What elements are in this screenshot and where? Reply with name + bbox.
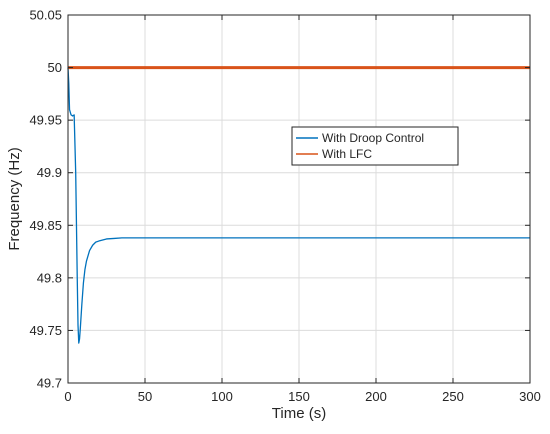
y-tick-label: 49.95 (29, 113, 62, 128)
series-line-droop (67, 67, 530, 344)
y-tick-label: 49.75 (29, 323, 62, 338)
x-axis-label: Time (s) (272, 405, 326, 422)
x-tick-label: 100 (211, 389, 233, 404)
y-tick-label: 49.85 (29, 218, 62, 233)
y-tick-label: 49.7 (37, 376, 62, 391)
grid (67, 14, 531, 384)
series-layer (67, 66, 530, 344)
legend-label-lfc: With LFC (322, 147, 372, 161)
x-tick-label: 300 (519, 389, 541, 404)
y-axis-label: Frequency (Hz) (6, 147, 23, 250)
x-tick-label: 50 (138, 389, 152, 404)
x-tick-label: 0 (64, 389, 71, 404)
ticks: 0 50 100 150 200 250 300 49.7 49.75 49.8 49.85 49.9… (29, 8, 540, 405)
y-tick-label: 49.8 (37, 270, 62, 285)
y-tick-label: 50 (48, 60, 62, 75)
legend: With Droop Control With LFC (291, 126, 459, 166)
y-tick-label: 49.9 (37, 165, 62, 180)
legend-label-droop: With Droop Control (322, 131, 424, 145)
y-tick-label: 50.05 (29, 8, 62, 23)
x-tick-label: 250 (442, 389, 464, 404)
x-tick-label: 150 (288, 389, 310, 404)
x-tick-label: 200 (365, 389, 387, 404)
legend-box (291, 126, 459, 166)
